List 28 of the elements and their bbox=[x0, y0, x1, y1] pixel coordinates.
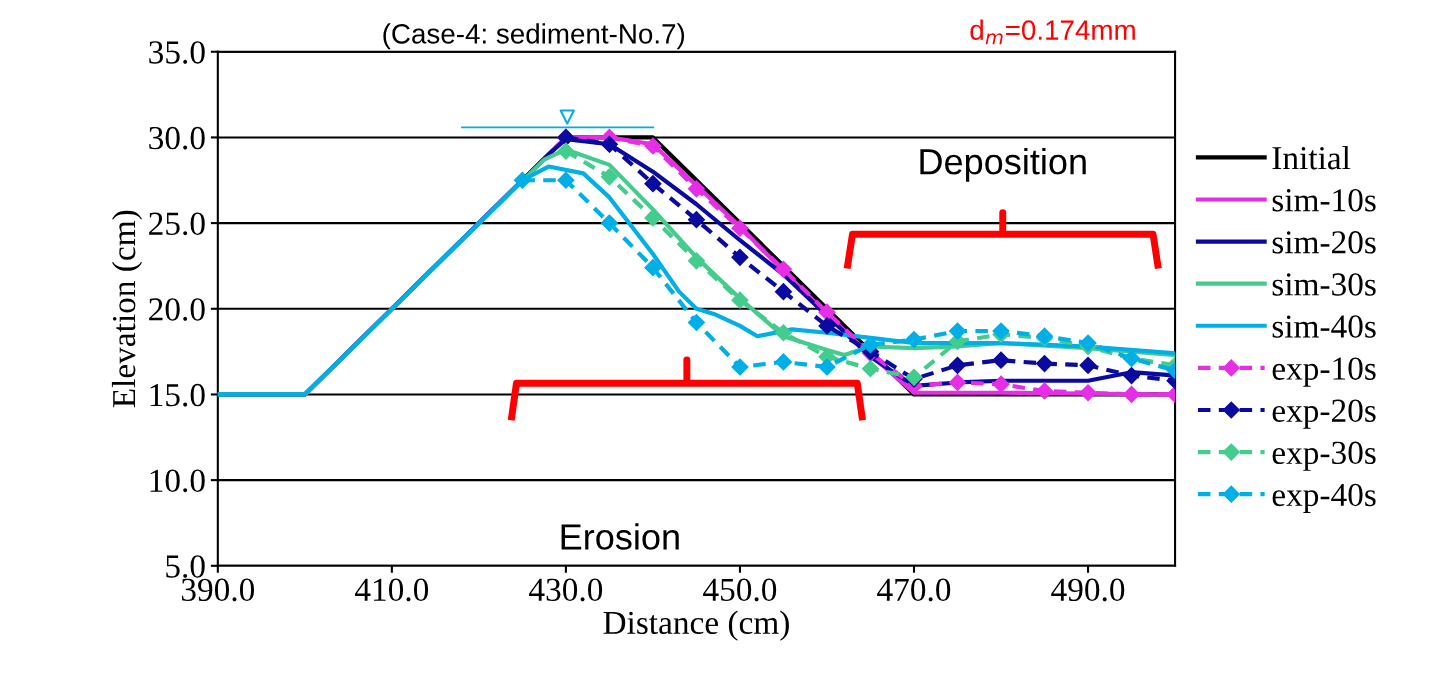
x-axis-title: Distance (cm) bbox=[603, 610, 789, 641]
chart-title: (Case-4: sediment-No.7) bbox=[383, 23, 685, 50]
y-tick-label: 20.0 bbox=[149, 298, 205, 321]
legend-label: Initial bbox=[1272, 145, 1351, 170]
legend-label: sim-40s bbox=[1272, 315, 1376, 338]
x-tick-label: 450.0 bbox=[703, 578, 777, 602]
legend-label: exp-10s bbox=[1272, 357, 1376, 387]
legend-label: exp-30s bbox=[1272, 441, 1376, 471]
legend-label: sim-30s bbox=[1272, 273, 1376, 296]
x-tick-label: 430.0 bbox=[529, 578, 603, 602]
y-tick-label: 35.0 bbox=[149, 41, 205, 64]
x-tick-label: 470.0 bbox=[877, 578, 951, 602]
y-axis-title: Elevation (cm) bbox=[111, 210, 143, 408]
y-tick-label: 25.0 bbox=[149, 212, 205, 236]
legend-label: exp-20s bbox=[1272, 399, 1376, 429]
chart-subtitle: d$_{m}$=0.174mm bbox=[970, 19, 1135, 45]
y-tick-label: 30.0 bbox=[149, 126, 205, 150]
legend-label: sim-20s bbox=[1272, 231, 1376, 254]
x-tick-label: 390.0 bbox=[181, 578, 255, 602]
legend-label: exp-40s bbox=[1272, 483, 1376, 513]
y-tick-label: 5.0 bbox=[166, 555, 205, 578]
y-tick-label: 10.0 bbox=[150, 469, 205, 493]
x-tick-label: 490.0 bbox=[1051, 578, 1125, 602]
legend-label: sim-10s bbox=[1272, 188, 1376, 212]
annotation: Deposition bbox=[920, 148, 1086, 182]
x-tick-label: 410.0 bbox=[355, 578, 429, 602]
y-tick-label: 15.0 bbox=[150, 383, 205, 407]
annotation: Erosion bbox=[561, 523, 679, 550]
